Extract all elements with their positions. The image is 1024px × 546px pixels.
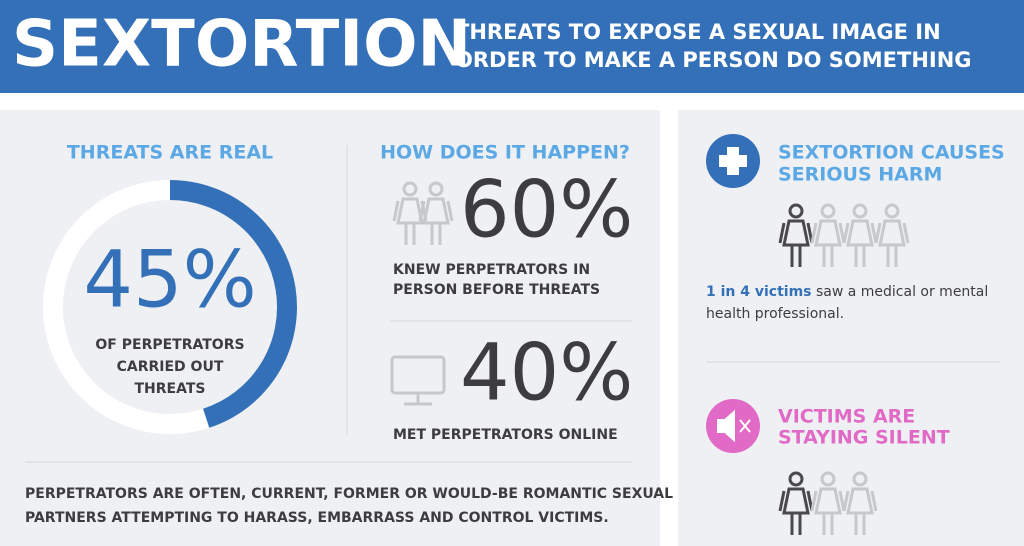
section-heading: SERIOUS HARM: [778, 164, 942, 186]
section-heading: SEXTORTION CAUSES: [778, 142, 1005, 164]
section-heading: STAYING SILENT: [778, 427, 950, 449]
donut-arc: [169, 180, 297, 428]
stat-caption: CARRIED OUT: [117, 359, 224, 375]
footer-text: PERPETRATORS ARE OFTEN, CURRENT, FORMER …: [25, 486, 673, 502]
left-panel: [0, 110, 660, 546]
medical-icon: [719, 147, 747, 175]
subtitle: THREATS TO EXPOSE A SEXUAL IMAGE IN: [455, 20, 941, 44]
subtitle: ORDER TO MAKE A PERSON DO SOMETHING: [455, 48, 972, 72]
section-heading: VICTIMS ARE: [778, 406, 915, 428]
mute-icon: [717, 409, 751, 443]
title: SEXTORTION: [12, 8, 471, 82]
stat-caption: THREATS: [135, 381, 206, 397]
stat-caption: OF PERPETRATORS: [95, 337, 244, 353]
footer-text: PARTNERS ATTEMPTING TO HARASS, EMBARRASS…: [25, 510, 609, 526]
stat-value: 40%: [460, 328, 633, 418]
section-heading: THREATS ARE REAL: [67, 142, 273, 164]
header-band: [0, 0, 1024, 93]
stat-caption: MET PERPETRATORS ONLINE: [393, 427, 618, 443]
monitor-icon: [404, 393, 432, 406]
harm-text: health professional.: [706, 306, 844, 322]
highlight: 1 in 4 victims: [706, 284, 812, 300]
stat-value: 45%: [83, 235, 256, 325]
harm-text: 1 in 4 victims saw a medical or mental: [706, 284, 988, 300]
stat-value: 60%: [460, 165, 633, 255]
stat-caption: KNEW PERPETRATORS IN: [393, 262, 590, 278]
section-heading: HOW DOES IT HAPPEN?: [380, 142, 630, 164]
stat-caption: PERSON BEFORE THREATS: [393, 282, 600, 298]
harm-text: saw a medical or mental: [812, 284, 989, 300]
